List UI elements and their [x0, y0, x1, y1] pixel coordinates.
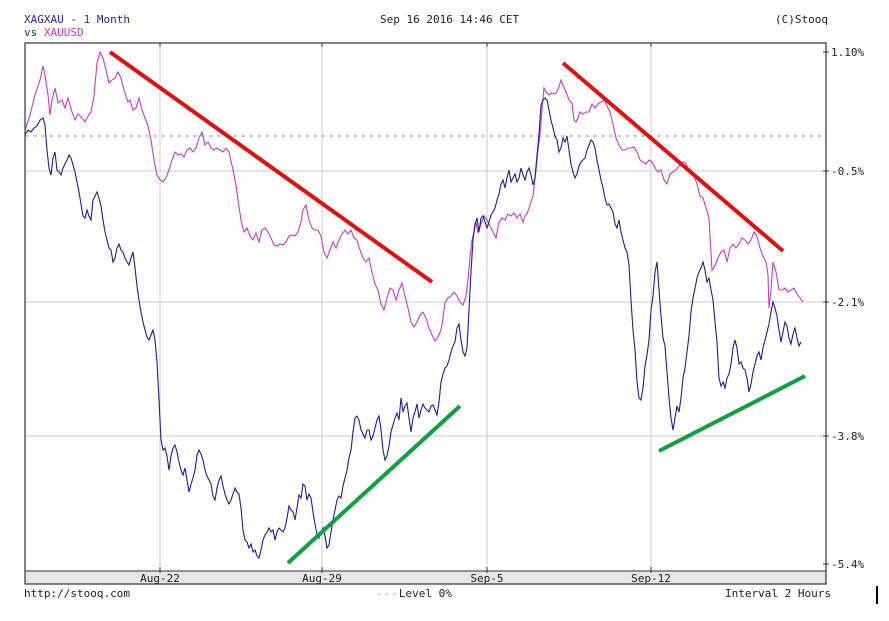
vs-prefix: vs — [24, 26, 44, 39]
axis-ticks — [159, 43, 829, 573]
y-axis-label: -5.4% — [831, 558, 865, 571]
series-xauusd-line — [24, 50, 804, 343]
x-axis-label: Aug-22 — [140, 572, 180, 585]
chart-title: XAGXAU - 1 Month — [24, 14, 130, 26]
x-axis-label: Sep-5 — [470, 572, 504, 585]
x-axis-label: Aug-29 — [302, 572, 342, 585]
timestamp: Sep 16 2016 14:46 CET — [380, 13, 520, 26]
level-dash-icon: --- — [376, 587, 399, 600]
compare-symbol-label: XAUUSD — [43, 26, 84, 39]
text-cursor-icon — [876, 586, 878, 604]
y-axis-label: -0.5% — [831, 165, 865, 178]
period-label: - 1 Month — [63, 13, 130, 26]
interval-label: Interval 2 Hours — [725, 587, 831, 600]
series-xagxau-line — [24, 97, 802, 560]
level-label: Level 0% — [398, 587, 452, 600]
y-axis-label: -3.8% — [831, 430, 865, 443]
x-axis-label: Sep-12 — [631, 572, 671, 585]
grid-lines — [25, 43, 826, 571]
level-legend: ---Level 0% — [376, 588, 452, 600]
plot-frame — [24, 42, 827, 585]
red-trendline — [561, 61, 785, 253]
green-trendline — [658, 374, 806, 453]
y-axis-label: -2.1% — [831, 296, 865, 309]
y-axis-label: 1.10% — [831, 46, 865, 59]
trendline-annotations — [108, 50, 806, 565]
copyright: (C)Stooq — [775, 13, 828, 26]
source-link[interactable]: http://stooq.com — [24, 587, 130, 600]
compare-title: vs XAUUSD — [24, 27, 84, 39]
red-trendline — [108, 50, 434, 284]
green-trendline — [286, 404, 462, 565]
symbol-label: XAGXAU — [24, 13, 64, 26]
